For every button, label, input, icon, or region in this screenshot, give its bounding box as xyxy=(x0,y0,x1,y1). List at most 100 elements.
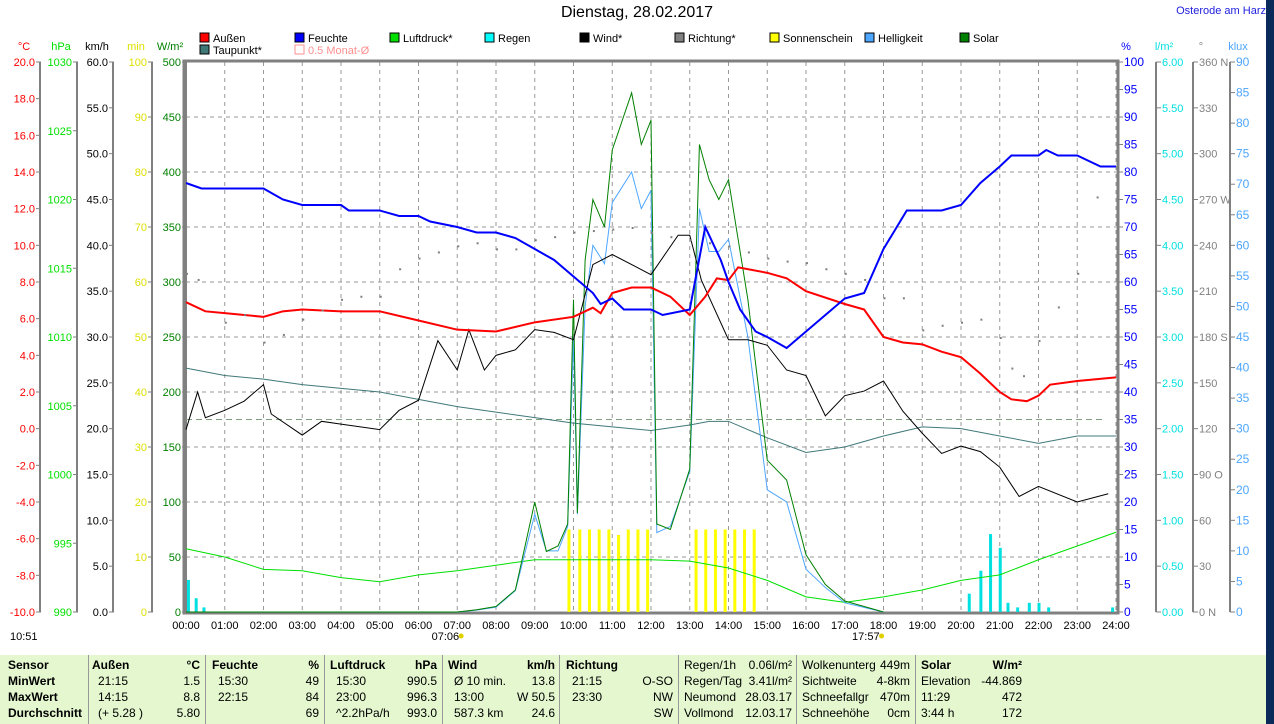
axis-tick-label-kmh: 30.0 xyxy=(87,332,108,344)
table-header-sensor: Sensor xyxy=(8,658,49,672)
direction-point xyxy=(321,309,324,312)
table-cell-aussen-label: (+ 5.28 ) xyxy=(98,706,144,720)
x-tick-label: 24:00 xyxy=(1102,620,1130,632)
axis-tick-label-pct: 90 xyxy=(1124,110,1138,124)
table-cell-regen-label: Regen/1h xyxy=(684,658,737,672)
series-line-wind xyxy=(185,234,1109,503)
x-tick-label: 21:00 xyxy=(986,620,1014,632)
x-tick-label: 14:00 xyxy=(715,620,743,632)
series-line-außen xyxy=(185,266,1117,403)
x-tick-label: 04:00 xyxy=(327,620,355,632)
series-line-feuchte xyxy=(185,148,1116,350)
sunset-marker xyxy=(879,633,885,639)
legend-swatch xyxy=(864,32,875,43)
table-cell-regen-value: 12.03.17 xyxy=(745,706,792,720)
axis-tick-label-klux: 85 xyxy=(1236,86,1250,100)
table-cell-aussen-label: 14:15 xyxy=(98,690,129,704)
axis-tick-label-kmh: 10.0 xyxy=(87,515,108,527)
sunshine-bar xyxy=(723,529,727,612)
rain-bar xyxy=(202,607,206,612)
axis-tick-label-pct: 95 xyxy=(1124,83,1138,97)
legend-label: 0.5 Monat-Ø xyxy=(308,45,370,57)
window-edge xyxy=(1266,0,1274,724)
axis-tick-label-deg: 30 xyxy=(1199,561,1211,573)
axis-tick-label-pct: 5 xyxy=(1124,578,1131,592)
axis-tick-label-temp: 0.0 xyxy=(20,424,35,436)
table-cell-wolken-label: Schneehöhe xyxy=(802,706,870,720)
sunshine-bar xyxy=(733,529,737,612)
direction-point xyxy=(922,329,925,332)
direction-point xyxy=(399,268,402,271)
axis-tick-label-pct: 35 xyxy=(1124,413,1138,427)
legend-label: Taupunkt* xyxy=(213,45,263,57)
axis-tick-label-kmh: 60.0 xyxy=(87,57,108,69)
rain-bar xyxy=(979,570,983,612)
axis-tick-label-klux: 60 xyxy=(1236,238,1250,252)
direction-point xyxy=(883,297,886,300)
axis-tick-label-deg: 270 W xyxy=(1199,195,1231,207)
axis-tick-label-klux: 80 xyxy=(1236,116,1250,130)
table-cell-wolken-value: 4-8km xyxy=(876,674,910,688)
legend-label: Helligkeit xyxy=(878,33,923,45)
axis-tick-label-klux: 30 xyxy=(1236,422,1250,436)
table-cell-richtung-time: 21:15 xyxy=(572,674,603,688)
table-header-luftdruck: Luftdruck xyxy=(330,658,386,672)
axis-tick-label-lm2: 1.50 xyxy=(1162,470,1183,482)
axis-tick-label-wm2: 0 xyxy=(175,607,181,619)
axis-tick-label-pct: 0 xyxy=(1124,605,1131,619)
direction-point xyxy=(1057,306,1060,309)
direction-point xyxy=(341,298,343,301)
direction-point xyxy=(844,272,847,275)
table-unit-solar: W/m² xyxy=(992,658,1022,672)
location-link[interactable]: Osterode am Harz xyxy=(1176,5,1266,17)
legend-label: Feuchte xyxy=(308,33,348,45)
table-cell-solar-label: Elevation xyxy=(921,674,971,688)
axis-unit-pct: % xyxy=(1121,41,1131,53)
axis-tick-label-klux: 70 xyxy=(1236,177,1250,191)
table-cell-solar-value: -44.869 xyxy=(981,674,1022,688)
rain-bar xyxy=(1047,607,1051,612)
legend-label: Regen xyxy=(498,33,530,45)
direction-point xyxy=(1077,272,1080,275)
sunshine-bar xyxy=(567,529,571,612)
table-cell-wolken-value: 449m xyxy=(879,658,910,672)
axis-unit-klux: klux xyxy=(1228,41,1248,53)
table-cell-richtung-value: O-SO xyxy=(642,674,673,688)
legend-label: Wind* xyxy=(593,33,623,45)
table-cell-wolken-label: Schneefallgr xyxy=(802,690,869,704)
table-cell-aussen-value: 5.80 xyxy=(176,706,200,720)
sunshine-bar xyxy=(713,529,717,612)
axis-tick-label-wm2: 300 xyxy=(163,277,181,289)
direction-point xyxy=(825,268,828,271)
table-cell-solar-label: 3:44 h xyxy=(921,706,955,720)
table-header-solar: Solar xyxy=(921,658,952,672)
direction-point xyxy=(534,239,537,242)
axis-tick-label-min: 0 xyxy=(141,607,147,619)
axis-tick-label-min: 100 xyxy=(129,57,147,69)
table-cell-wind-value: 24.6 xyxy=(531,706,555,720)
sunshine-bar xyxy=(617,535,621,612)
axis-tick-label-temp: -6.0 xyxy=(16,534,35,546)
axis-tick-label-hpa: 1020 xyxy=(48,195,72,207)
x-tick-label: 22:00 xyxy=(1025,620,1053,632)
sunshine-bar xyxy=(646,529,650,612)
statistics-table: Sensor MinWert MaxWert Durchschnitt Außen °C 2… xyxy=(0,655,1266,724)
axis-tick-label-klux: 40 xyxy=(1236,361,1250,375)
legend-swatch xyxy=(579,32,590,43)
x-tick-label: 11:00 xyxy=(599,620,626,632)
axis-tick-label-klux: 15 xyxy=(1236,513,1250,527)
x-tick-label: 07:00 xyxy=(443,620,471,632)
axis-tick-label-pct: 30 xyxy=(1124,440,1138,454)
direction-point xyxy=(197,278,200,281)
axis-tick-label-pct: 100 xyxy=(1124,55,1144,69)
table-cell-wolken-value: 0cm xyxy=(887,706,910,720)
direction-point xyxy=(709,242,712,245)
sunshine-bar xyxy=(626,529,630,612)
axis-tick-label-temp: 20.0 xyxy=(14,57,35,69)
axis-tick-label-klux: 65 xyxy=(1236,208,1250,222)
table-cell-feuchte-value: 69 xyxy=(305,706,319,720)
table-cell-wolken-label: Wolkenunterg xyxy=(802,658,876,672)
axis-tick-label-min: 40 xyxy=(135,387,147,399)
x-tick-label: 01:00 xyxy=(211,620,239,632)
axis-tick-label-temp: 8.0 xyxy=(20,277,35,289)
